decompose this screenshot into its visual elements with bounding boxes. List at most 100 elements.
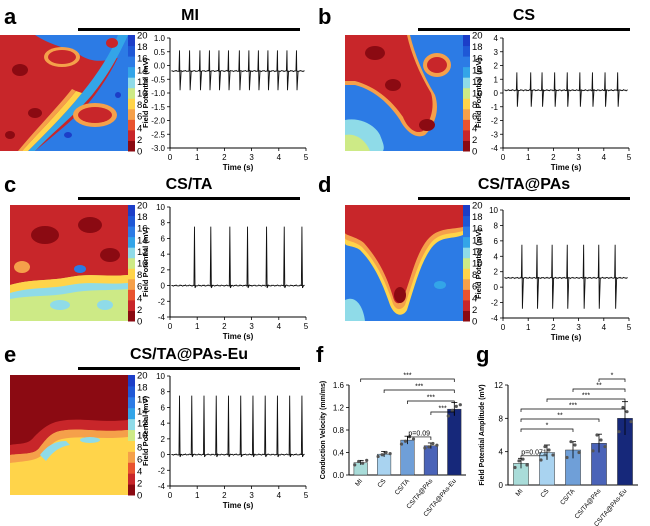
colorbar-swatch — [128, 268, 135, 280]
y-tick-label: 0.0 — [333, 471, 345, 480]
x-axis-label: Time (s) — [223, 332, 254, 341]
y-tick-label: 4 — [494, 252, 499, 261]
colorbar-swatch — [463, 140, 470, 152]
y-tick-label: 1.0 — [154, 34, 166, 43]
significance-bracket — [520, 455, 548, 459]
significance-bracket — [520, 418, 600, 422]
data-point — [403, 439, 408, 443]
y-axis-label: Field Potential (mV) — [141, 396, 150, 467]
y-tick-label: 4 — [499, 448, 504, 457]
colorbar-tick-label: 4 — [137, 293, 142, 304]
colorbar-swatch — [463, 66, 470, 78]
x-tick-label: 5 — [304, 322, 309, 331]
bar-chart-f: 1.6 1.2 0.8 0.4 0.0 Conduction Velocity (mm/m… — [320, 373, 466, 518]
trace-spike — [578, 72, 582, 107]
data-point — [543, 445, 547, 449]
significance-bracket — [572, 388, 626, 392]
colorbar-swatch — [128, 108, 135, 120]
colorbar-tick-label: 2 — [137, 135, 142, 146]
colorbar-tick-label: 16 — [137, 224, 148, 235]
data-point — [517, 459, 521, 463]
colorbar-tick-label: 20 — [137, 201, 148, 212]
colorbar-swatch — [128, 289, 135, 301]
x-tick-label: 5 — [627, 153, 632, 162]
significance-label: p=0.09 — [408, 430, 430, 437]
data-point — [599, 438, 603, 442]
colorbar-swatch — [128, 87, 135, 99]
trace-spike — [300, 226, 304, 289]
x-tick-label: 0 — [501, 323, 506, 332]
colorbar-tick-label: 20 — [137, 371, 148, 382]
x-tick-label: 3 — [249, 322, 254, 331]
y-tick-label: -3.0 — [151, 144, 165, 153]
y-tick-label: 1 — [494, 75, 499, 84]
x-axis-label: Time (s) — [551, 163, 582, 172]
colorbar-swatch — [128, 98, 135, 110]
trace-spike — [597, 244, 601, 309]
y-tick-label: 6 — [494, 237, 499, 246]
colorbar-swatch — [128, 451, 135, 463]
y-axis-label: Field Potential Amplitude (mV) — [479, 384, 486, 485]
colorbar-swatch — [463, 278, 470, 290]
x-tick-label: 3 — [249, 491, 254, 500]
colorbar-swatch — [463, 108, 470, 120]
data-point — [357, 459, 361, 464]
trace-spike — [247, 50, 251, 91]
y-tick-label: -2.0 — [151, 117, 165, 126]
significance-label: * — [611, 373, 614, 380]
data-point — [525, 463, 529, 467]
y-axis-label: Field Potential (mV) — [141, 227, 150, 298]
y-tick-label: 4 — [161, 419, 166, 428]
panel-letter-d: d — [318, 172, 332, 197]
data-point — [569, 440, 573, 444]
y-tick-label: 10 — [489, 206, 498, 215]
y-tick-label: 0 — [494, 283, 499, 292]
colorbar-tick-label: 0 — [137, 147, 142, 158]
colorbar-swatch — [128, 257, 135, 269]
y-tick-label: 4 — [494, 34, 499, 43]
colorbar-swatch — [463, 87, 470, 99]
x-tick-label: 0 — [168, 322, 173, 331]
y-tick-label: -4 — [491, 314, 499, 323]
colorbar-swatch — [128, 440, 135, 452]
panel-letter-a: a — [4, 4, 17, 29]
colorbar-swatch — [128, 226, 135, 238]
trace-spike — [239, 395, 243, 458]
x-tick-label: 1 — [526, 323, 531, 332]
colorbar-tick-label: 10 — [137, 259, 148, 270]
panel-title-b: CS — [512, 7, 536, 24]
trace-spike — [228, 226, 232, 289]
significance-label: ** — [557, 413, 563, 420]
colorbar-swatch — [463, 299, 470, 311]
trace-spike — [536, 244, 539, 309]
y-tick-label: 0 — [499, 481, 504, 490]
title-bar-d — [418, 197, 630, 200]
trace-spike — [283, 226, 287, 289]
colorbar-tick-label: 18 — [137, 383, 148, 394]
significance-label: *** — [582, 393, 590, 400]
y-tick-label: 1.2 — [333, 404, 345, 413]
data-point — [573, 443, 577, 447]
colorbar-swatch — [128, 462, 135, 474]
panel-letter-g: g — [476, 342, 490, 367]
trace-spike — [266, 50, 271, 91]
y-tick-label: 4 — [161, 250, 166, 259]
trace-spike — [566, 72, 570, 107]
trace-spike — [246, 226, 250, 289]
colorbar-swatch — [128, 310, 135, 322]
colorbar-swatch — [463, 56, 470, 68]
colorbar-tick-label: 12 — [137, 77, 148, 88]
significance-label: *** — [569, 403, 577, 410]
bar-chart-g: 12 8 4 0 Field Potential Amplitude (mV) MI CS C… — [479, 373, 638, 526]
x-axis-label: Time (s) — [223, 163, 254, 172]
trace-spike — [582, 244, 586, 309]
activation-map-b — [345, 35, 463, 151]
data-point — [621, 405, 625, 410]
colorbar-swatch — [463, 247, 470, 259]
colorbar-swatch — [128, 278, 135, 290]
trace-spike — [551, 244, 555, 309]
